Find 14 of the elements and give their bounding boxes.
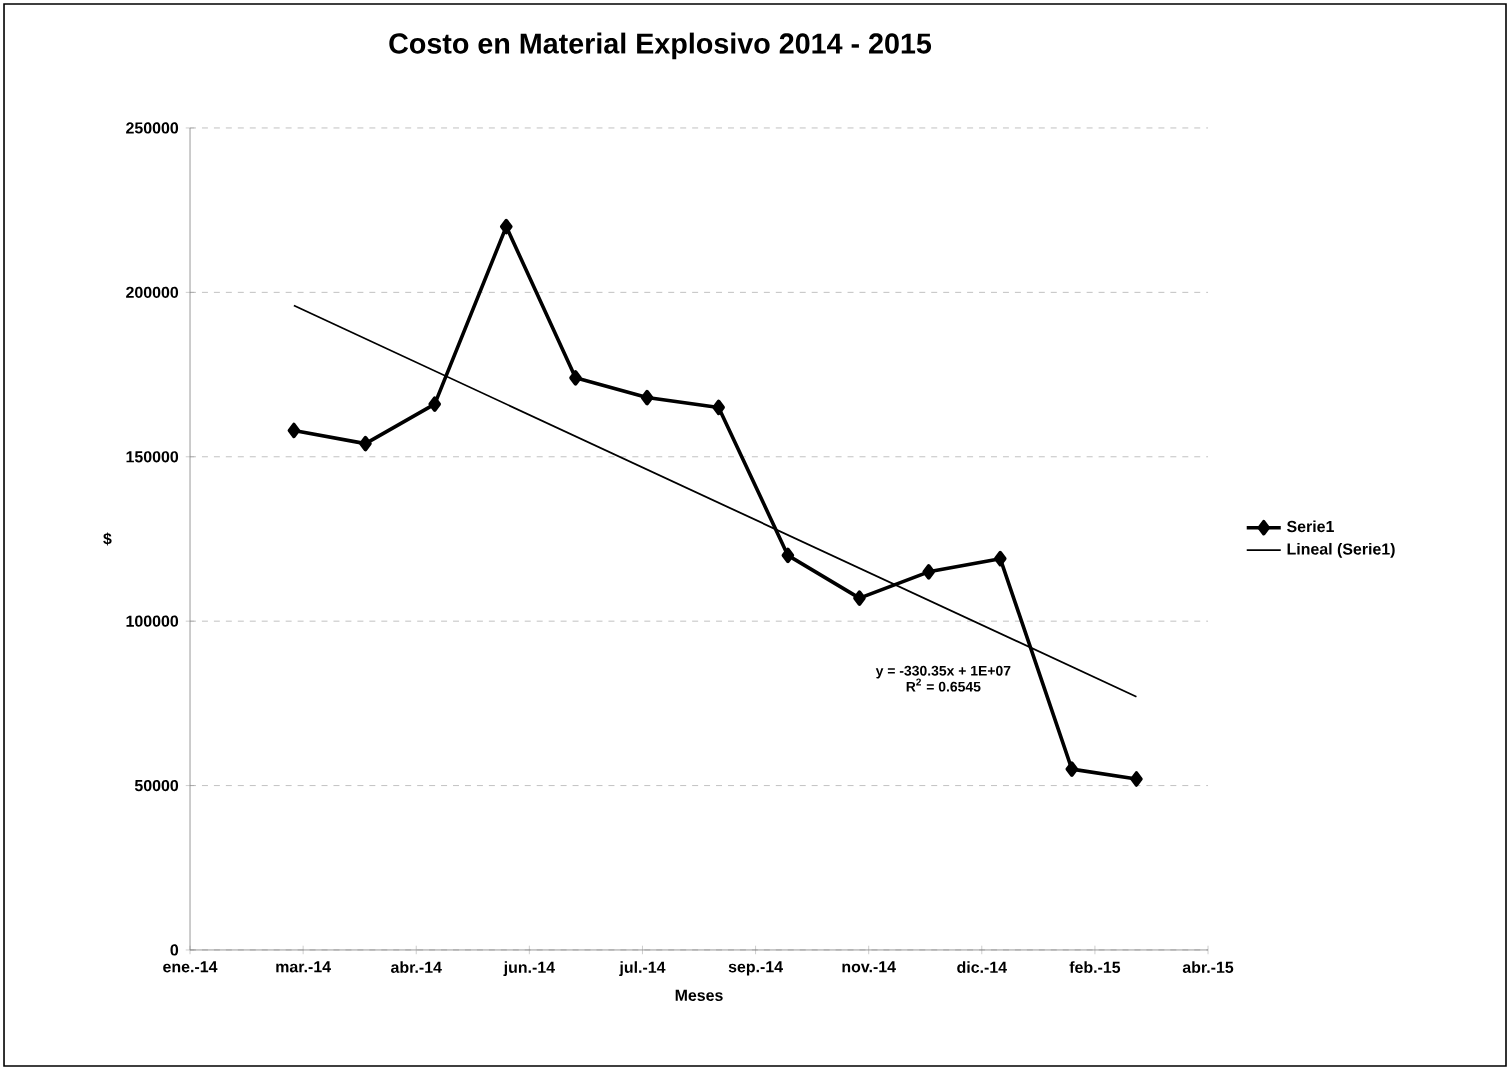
point bbox=[428, 396, 442, 412]
point bbox=[712, 399, 725, 416]
point bbox=[993, 550, 1007, 567]
point bbox=[922, 564, 935, 580]
chart-title: Costo en Material Explosivo 2014 - 2015 bbox=[389, 32, 932, 60]
point bbox=[640, 389, 654, 406]
point bbox=[853, 590, 866, 606]
point bbox=[287, 422, 301, 439]
point bbox=[569, 370, 582, 386]
point bbox=[1130, 771, 1143, 787]
point bbox=[499, 218, 513, 235]
point bbox=[359, 435, 372, 452]
point bbox=[1065, 761, 1079, 777]
point bbox=[781, 547, 795, 564]
